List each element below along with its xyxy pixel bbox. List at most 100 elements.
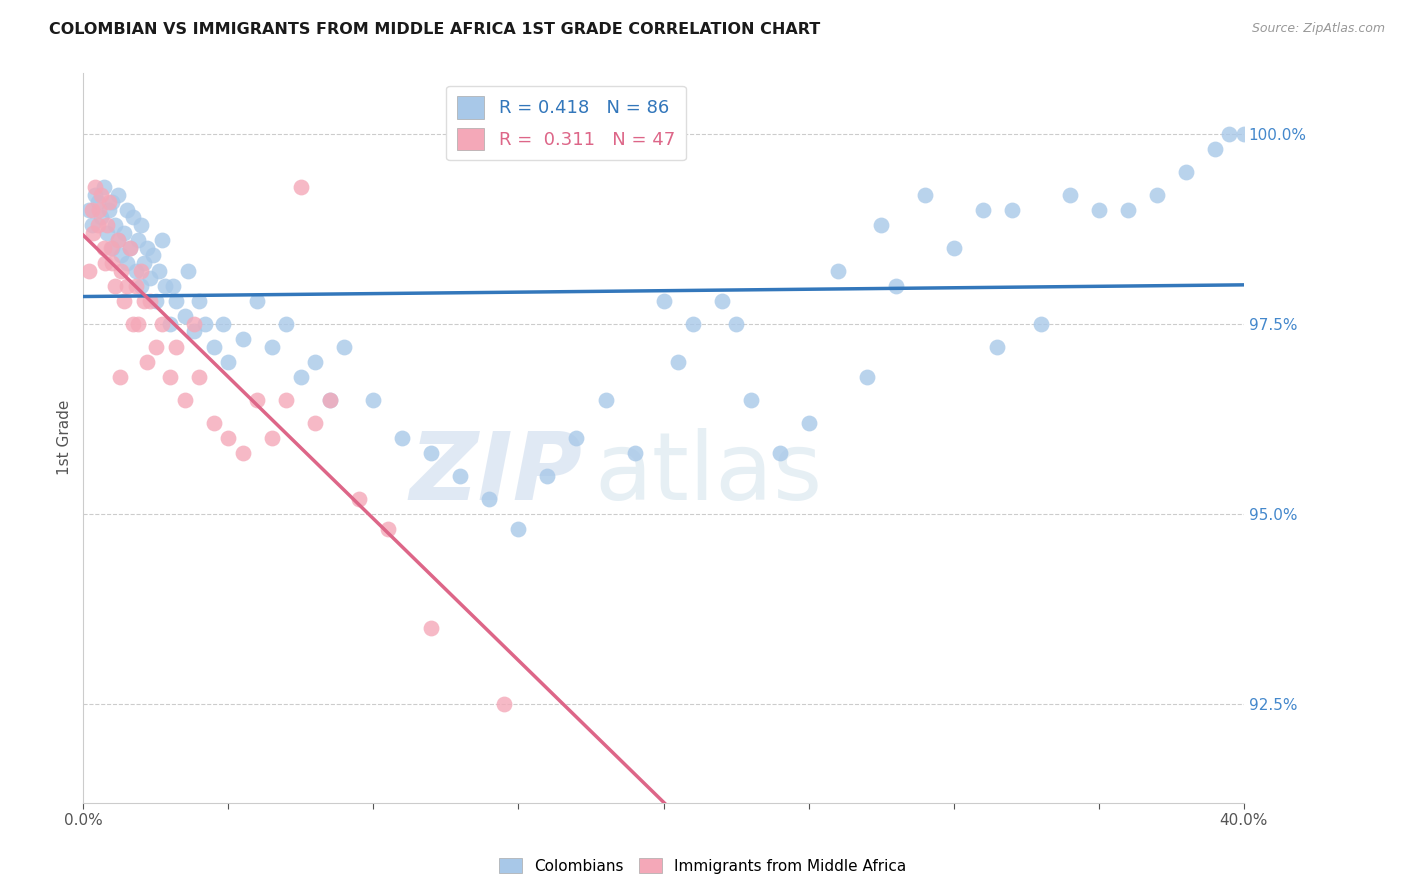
Point [740, 392, 762, 407]
Point [121, 211, 143, 225]
Point [107, 233, 129, 247]
Point [377, 522, 399, 536]
Point [101, 241, 124, 255]
Point [565, 431, 588, 445]
Point [87, 195, 110, 210]
Legend: R = 0.418   N = 86, R =  0.311   N = 47: R = 0.418 N = 86, R = 0.311 N = 47 [446, 86, 686, 161]
Y-axis label: 1st Grade: 1st Grade [58, 401, 72, 475]
Point [972, 202, 994, 217]
Point [77, 202, 100, 217]
Point [96, 226, 118, 240]
Point [173, 392, 195, 407]
Point [96, 218, 118, 232]
Point [139, 293, 162, 308]
Point [150, 233, 173, 247]
Point [232, 332, 254, 346]
Point [768, 446, 790, 460]
Point [827, 263, 849, 277]
Point [710, 293, 733, 308]
Text: ZIP: ZIP [409, 428, 582, 520]
Point [347, 491, 370, 506]
Point [93, 241, 115, 255]
Point [1087, 202, 1109, 217]
Point [124, 278, 146, 293]
Point [83, 180, 105, 194]
Point [134, 293, 156, 308]
Point [232, 446, 254, 460]
Legend: Colombians, Immigrants from Middle Africa: Colombians, Immigrants from Middle Afric… [494, 852, 912, 880]
Point [183, 324, 205, 338]
Point [94, 256, 117, 270]
Point [118, 241, 141, 255]
Point [159, 317, 181, 331]
Point [82, 226, 104, 240]
Point [110, 263, 132, 277]
Point [124, 263, 146, 277]
Point [104, 218, 127, 232]
Point [77, 263, 100, 277]
Point [153, 278, 176, 293]
Point [276, 317, 298, 331]
Point [623, 446, 645, 460]
Text: COLOMBIAN VS IMMIGRANTS FROM MIDDLE AFRICA 1ST GRADE CORRELATION CHART: COLOMBIAN VS IMMIGRANTS FROM MIDDLE AFRI… [49, 22, 821, 37]
Point [211, 317, 233, 331]
Text: Source: ZipAtlas.com: Source: ZipAtlas.com [1251, 22, 1385, 36]
Point [290, 180, 312, 194]
Point [202, 340, 225, 354]
Point [80, 218, 103, 232]
Point [150, 317, 173, 331]
Point [87, 218, 110, 232]
Point [107, 187, 129, 202]
Point [118, 241, 141, 255]
Point [666, 355, 689, 369]
Point [870, 218, 893, 232]
Text: atlas: atlas [593, 428, 823, 520]
Point [93, 180, 115, 194]
Point [131, 263, 153, 277]
Point [797, 416, 820, 430]
Point [855, 370, 877, 384]
Point [492, 697, 515, 711]
Point [682, 317, 704, 331]
Point [98, 195, 121, 210]
Point [165, 340, 187, 354]
Point [83, 187, 105, 202]
Point [165, 293, 187, 308]
Point [260, 431, 283, 445]
Point [246, 293, 269, 308]
Point [1116, 202, 1139, 217]
Point [136, 241, 159, 255]
Point [139, 271, 162, 285]
Point [1001, 202, 1024, 217]
Point [98, 202, 121, 217]
Point [131, 218, 153, 232]
Point [508, 522, 530, 536]
Point [194, 317, 217, 331]
Point [101, 256, 124, 270]
Point [725, 317, 748, 331]
Point [115, 256, 138, 270]
Point [478, 491, 501, 506]
Point [260, 340, 283, 354]
Point [127, 317, 149, 331]
Point [363, 392, 385, 407]
Point [217, 431, 239, 445]
Point [110, 248, 132, 262]
Point [319, 392, 342, 407]
Point [115, 202, 138, 217]
Point [177, 263, 200, 277]
Point [914, 187, 936, 202]
Point [333, 340, 356, 354]
Point [145, 340, 167, 354]
Point [90, 211, 112, 225]
Point [652, 293, 675, 308]
Point [136, 355, 159, 369]
Point [104, 278, 127, 293]
Point [115, 278, 138, 293]
Point [942, 241, 965, 255]
Point [142, 248, 165, 262]
Point [246, 392, 269, 407]
Point [121, 317, 143, 331]
Point [1029, 317, 1052, 331]
Point [183, 317, 205, 331]
